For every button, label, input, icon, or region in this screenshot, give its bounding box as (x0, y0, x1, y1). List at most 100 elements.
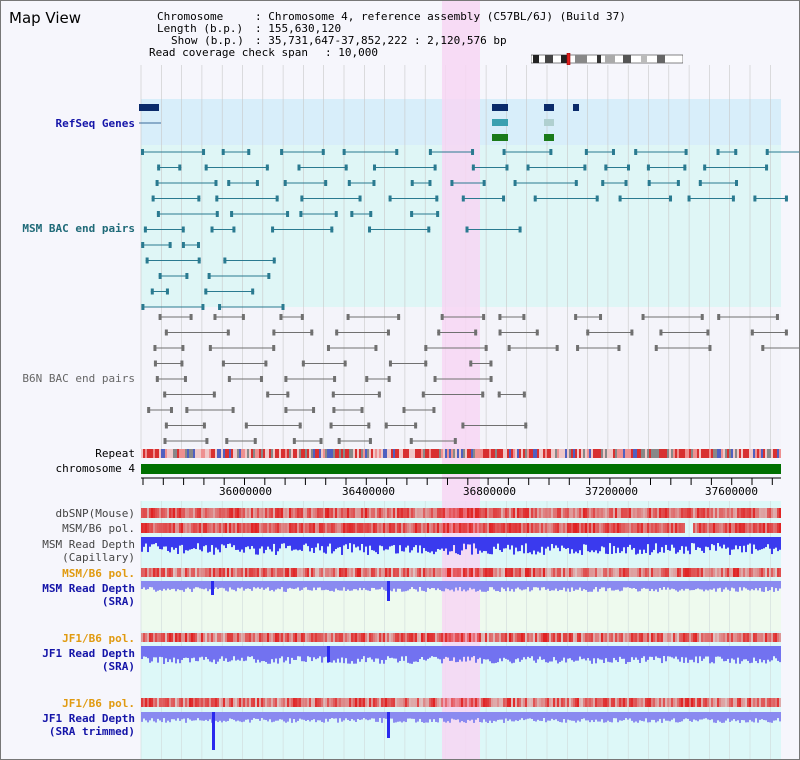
depth-bar (733, 537, 735, 550)
depth-bar (179, 537, 181, 546)
msm-bac-end (433, 164, 437, 171)
depth-bar (631, 581, 633, 589)
heat-cell (245, 508, 247, 518)
heat-cell (587, 568, 589, 577)
depth-bar (739, 712, 741, 723)
heat-cell (337, 523, 339, 533)
depth-bar (309, 712, 311, 722)
depth-bar (705, 537, 707, 547)
depth-bar (645, 537, 647, 554)
heat-cell (499, 508, 501, 518)
heat-cell (577, 523, 579, 533)
depth-bar (439, 537, 441, 550)
depth-bar (675, 537, 677, 554)
depth-bar (317, 537, 319, 544)
heat-cell (421, 523, 423, 533)
heat-cell (651, 633, 653, 642)
depth-bar (741, 646, 743, 662)
heat-cell (539, 568, 541, 577)
depth-bar (515, 537, 517, 548)
track-label-msm-bac[interactable]: MSM BAC end pairs (22, 222, 135, 235)
heat-cell (507, 698, 509, 707)
heat-cell (237, 568, 239, 577)
depth-bar (185, 581, 187, 589)
depth-bar (727, 646, 729, 659)
heat-cell (595, 633, 597, 642)
repeat-segment (241, 449, 243, 458)
depth-bar (673, 646, 675, 659)
depth-bar (315, 537, 317, 548)
heat-cell (761, 523, 763, 533)
repeat-segment (247, 449, 249, 458)
depth-bar (141, 537, 143, 552)
repeat-segment (551, 449, 553, 458)
depth-bar (297, 712, 299, 721)
b6n-bac-end (227, 376, 231, 382)
heat-cell (259, 568, 261, 577)
depth-bar (561, 581, 563, 591)
repeat-segment (171, 449, 173, 458)
repeat-segment (635, 449, 637, 458)
heat-cell (701, 698, 703, 707)
heat-cell (707, 698, 709, 707)
repeat-segment (219, 449, 221, 458)
heat-cell (765, 508, 767, 518)
heat-cell (671, 508, 673, 518)
depth-bar (529, 581, 531, 592)
track-label-b6n-bac[interactable]: B6N BAC end pairs (22, 372, 135, 385)
depth-bar (453, 537, 455, 546)
heat-cell (737, 568, 739, 577)
depth-bar (357, 537, 359, 547)
depth-bar (199, 712, 201, 721)
chromosome-ideogram[interactable] (531, 53, 683, 65)
heat-cell (625, 633, 627, 642)
heat-cell (605, 508, 607, 518)
repeat-segment (461, 449, 463, 458)
track-label-refseq[interactable]: RefSeq Genes (55, 117, 135, 130)
heat-cell (763, 633, 765, 642)
heat-cell (423, 633, 425, 642)
depth-bar (477, 537, 479, 554)
heat-cell (441, 508, 443, 518)
depth-bar (723, 712, 725, 723)
depth-bar (433, 646, 435, 657)
depth-bar (345, 537, 347, 545)
repeat-segment (357, 449, 359, 458)
heat-cell (391, 633, 393, 642)
depth-bar (529, 712, 531, 719)
repeat-segment (561, 449, 563, 458)
repeat-segment (259, 449, 261, 458)
depth-bar (757, 581, 759, 591)
heat-cell (699, 698, 701, 707)
heat-cell (457, 698, 459, 707)
heat-cell (719, 523, 721, 533)
heat-cell (721, 568, 723, 577)
heat-cell (439, 698, 441, 707)
heat-cell (305, 568, 307, 577)
heat-cell (641, 633, 643, 642)
depth-bar (589, 581, 591, 592)
heat-cell (333, 508, 335, 518)
heat-cell (771, 698, 773, 707)
heat-cell (575, 633, 577, 642)
repeat-segment (323, 449, 325, 458)
depth-bar (605, 537, 607, 554)
depth-bar (591, 581, 593, 592)
heat-cell (461, 698, 463, 707)
repeat-segment (355, 449, 357, 458)
depth-bar (677, 646, 679, 660)
depth-bar (727, 581, 729, 590)
heat-cell (403, 633, 405, 642)
heat-cell (481, 698, 483, 707)
heat-cell (515, 698, 517, 707)
repeat-segment (315, 449, 317, 458)
depth-bar (483, 712, 485, 720)
repeat-segment (627, 449, 629, 458)
depth-bar (707, 581, 709, 591)
heat-cell (677, 508, 679, 518)
heat-cell (311, 523, 313, 533)
heat-cell (735, 568, 737, 577)
heat-cell (653, 508, 655, 518)
heat-cell (267, 523, 269, 533)
heat-cell (715, 523, 717, 533)
